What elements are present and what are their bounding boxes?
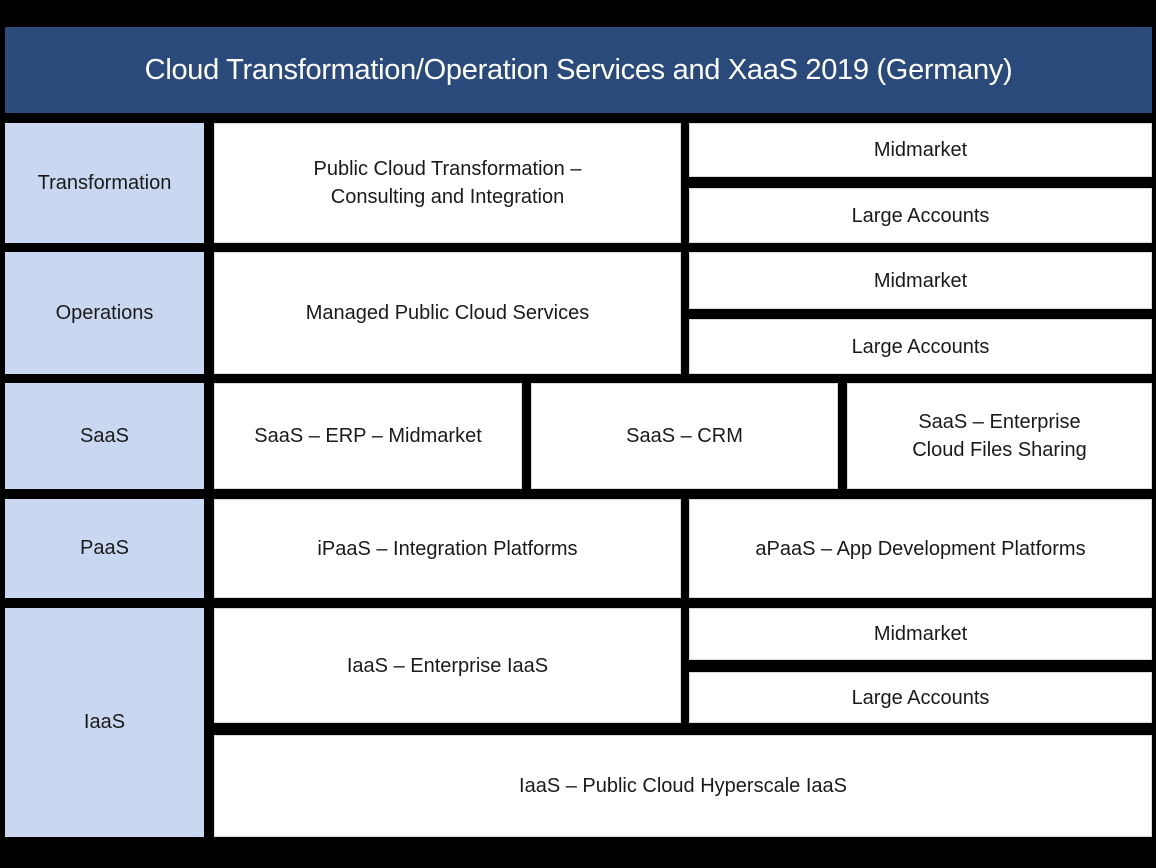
box-public-cloud-transformation: Public Cloud Transformation – Consulting… (214, 123, 681, 243)
row-label-iaas: IaaS (5, 608, 204, 837)
box-text: aPaaS – App Development Platforms (755, 537, 1086, 560)
row-label-text: SaaS (80, 424, 129, 447)
row-label-text: Transformation (37, 171, 172, 194)
box-text-line: Cloud Files Sharing (912, 439, 1087, 461)
page-title: Cloud Transformation/Operation Services … (144, 53, 1013, 86)
box-text: Managed Public Cloud Services (305, 302, 590, 324)
box-managed-public-cloud-services: Managed Public Cloud Services (214, 252, 681, 374)
box-text-line: Consulting and Integration (330, 186, 565, 208)
box-apaas-app-development-platforms: aPaaS – App Development Platforms (689, 499, 1152, 598)
box-text: SaaS – ERP – Midmarket (254, 425, 482, 447)
box-ipaas-integration-platforms: iPaaS – Integration Platforms (214, 499, 681, 598)
box-saas-erp-midmarket: SaaS – ERP – Midmarket (214, 383, 522, 489)
box-saas-crm: SaaS – CRM (531, 383, 838, 489)
box-text: Midmarket (873, 269, 968, 292)
box-iaas-public-cloud-hyperscale: IaaS – Public Cloud Hyperscale IaaS (214, 735, 1152, 837)
box-text: Midmarket (873, 139, 968, 161)
box-operations-midmarket: Midmarket (689, 252, 1152, 309)
row-label-text: IaaS (83, 711, 126, 733)
box-text: Large Accounts (851, 204, 990, 227)
box-iaas-enterprise-iaas: IaaS – Enterprise IaaS (214, 608, 681, 723)
box-iaas-midmarket: Midmarket (689, 608, 1152, 660)
row-label-transformation: Transformation (5, 123, 204, 243)
row-label-saas: SaaS (5, 383, 204, 489)
box-operations-large-accounts: Large Accounts (689, 319, 1152, 374)
box-transformation-large-accounts: Large Accounts (689, 188, 1152, 243)
box-saas-enterprise-cloud-files-sharing: SaaS – Enterprise Cloud Files Sharing (847, 383, 1152, 489)
box-iaas-large-accounts: Large Accounts (689, 672, 1152, 723)
title-bar: Cloud Transformation/Operation Services … (5, 27, 1152, 113)
row-label-text: PaaS (80, 537, 129, 559)
box-text: iPaaS – Integration Platforms (317, 537, 578, 560)
row-label-operations: Operations (5, 252, 204, 374)
box-text: Midmarket (873, 623, 968, 645)
box-text-line: Public Cloud Transformation – (313, 158, 582, 180)
box-text: SaaS – CRM (626, 425, 743, 447)
row-label-paas: PaaS (5, 499, 204, 598)
box-text: IaaS – Public Cloud Hyperscale IaaS (519, 775, 847, 797)
box-text: Large Accounts (851, 335, 990, 358)
box-transformation-midmarket: Midmarket (689, 123, 1152, 177)
row-label-text: Operations (55, 301, 154, 324)
box-text: IaaS – Enterprise IaaS (346, 654, 549, 677)
box-text: Large Accounts (851, 686, 990, 709)
box-text-line: SaaS – Enterprise (918, 411, 1081, 433)
